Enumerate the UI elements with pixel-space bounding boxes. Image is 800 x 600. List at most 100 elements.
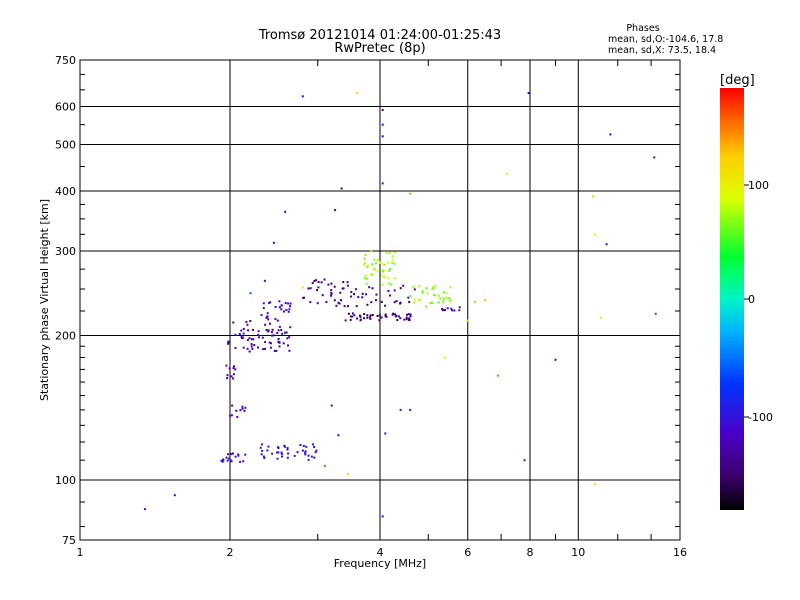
data-point [371,273,374,276]
data-point [333,285,336,288]
data-point [227,342,230,345]
data-point [364,254,367,256]
data-point [288,349,291,352]
data-point [260,314,263,317]
data-point [409,408,412,411]
data-point [313,280,316,282]
data-point [316,302,319,305]
data-point [403,318,406,321]
data-point [397,315,400,318]
data-point [330,404,333,407]
data-point [393,289,396,292]
data-point [230,453,233,455]
data-point [275,349,278,352]
data-point [262,455,265,458]
data-point [281,332,284,335]
data-point [395,300,398,303]
data-point [369,314,372,317]
data-point [280,451,283,454]
data-point [441,309,444,312]
data-point [301,95,304,98]
data-point [251,347,254,350]
data-point [406,313,408,316]
data-point [284,210,287,213]
data-point [230,375,233,378]
data-point [380,300,383,303]
data-point [391,258,394,261]
data-point [350,315,352,318]
data-point [302,444,305,447]
data-point [439,297,442,300]
data-point [250,345,253,348]
data-point [353,314,356,317]
data-point [309,287,312,290]
data-point [409,295,412,298]
data-point [407,313,410,316]
phases-o-mode: mean, sd,O:-104.6, 17.8 [608,34,723,45]
data-point [347,472,349,475]
data-point [458,309,461,312]
x-axis-label: Frequency [MHz] [334,557,426,570]
data-point [413,301,416,304]
chart-subtitle: RwPretec (8p) [334,41,425,56]
data-point [453,309,456,312]
colorbar-tick-label: 100 [748,179,769,192]
data-point [272,334,275,337]
y-tick-label: 500 [55,139,76,152]
data-point [365,277,368,280]
data-point [392,312,395,315]
data-point [418,285,421,288]
data-point [361,292,364,295]
data-point [418,298,421,301]
data-point [268,302,271,304]
data-point [351,312,354,315]
phases-title: Phases [626,23,659,34]
data-point [353,293,355,296]
data-point [285,309,288,311]
data-point [599,316,602,319]
data-point [227,453,230,456]
data-point [441,308,444,310]
data-point [305,445,308,448]
data-point [442,301,445,304]
data-point [269,346,272,349]
data-point [388,270,391,272]
colorbar-label: [deg] [720,73,755,88]
data-point [387,289,390,292]
data-point [365,282,368,285]
data-point [384,313,387,316]
data-point [376,270,379,272]
data-point [340,187,343,190]
y-tick-label: 100 [55,474,76,487]
data-point [267,330,270,333]
data-point [288,336,291,339]
data-point [413,298,416,301]
data-point [285,331,288,334]
data-point [330,292,333,295]
data-point [323,464,326,467]
data-point [278,306,281,309]
data-point [173,494,176,497]
y-tick-label: 75 [62,534,76,547]
data-point [246,347,249,350]
data-point [653,156,656,159]
data-point [221,460,224,463]
data-point [373,258,376,261]
data-point [325,301,328,303]
data-point [244,453,247,456]
data-point [229,414,232,417]
data-point [280,328,283,331]
data-point [421,291,424,294]
data-point [323,278,326,281]
data-point [267,445,270,448]
data-point [225,364,228,367]
data-point [337,301,340,304]
data-point [408,301,411,303]
data-point [374,262,377,265]
data-point [268,341,271,344]
data-point [240,329,243,332]
data-point [276,332,279,334]
data-point [523,459,526,462]
data-point [363,277,366,279]
